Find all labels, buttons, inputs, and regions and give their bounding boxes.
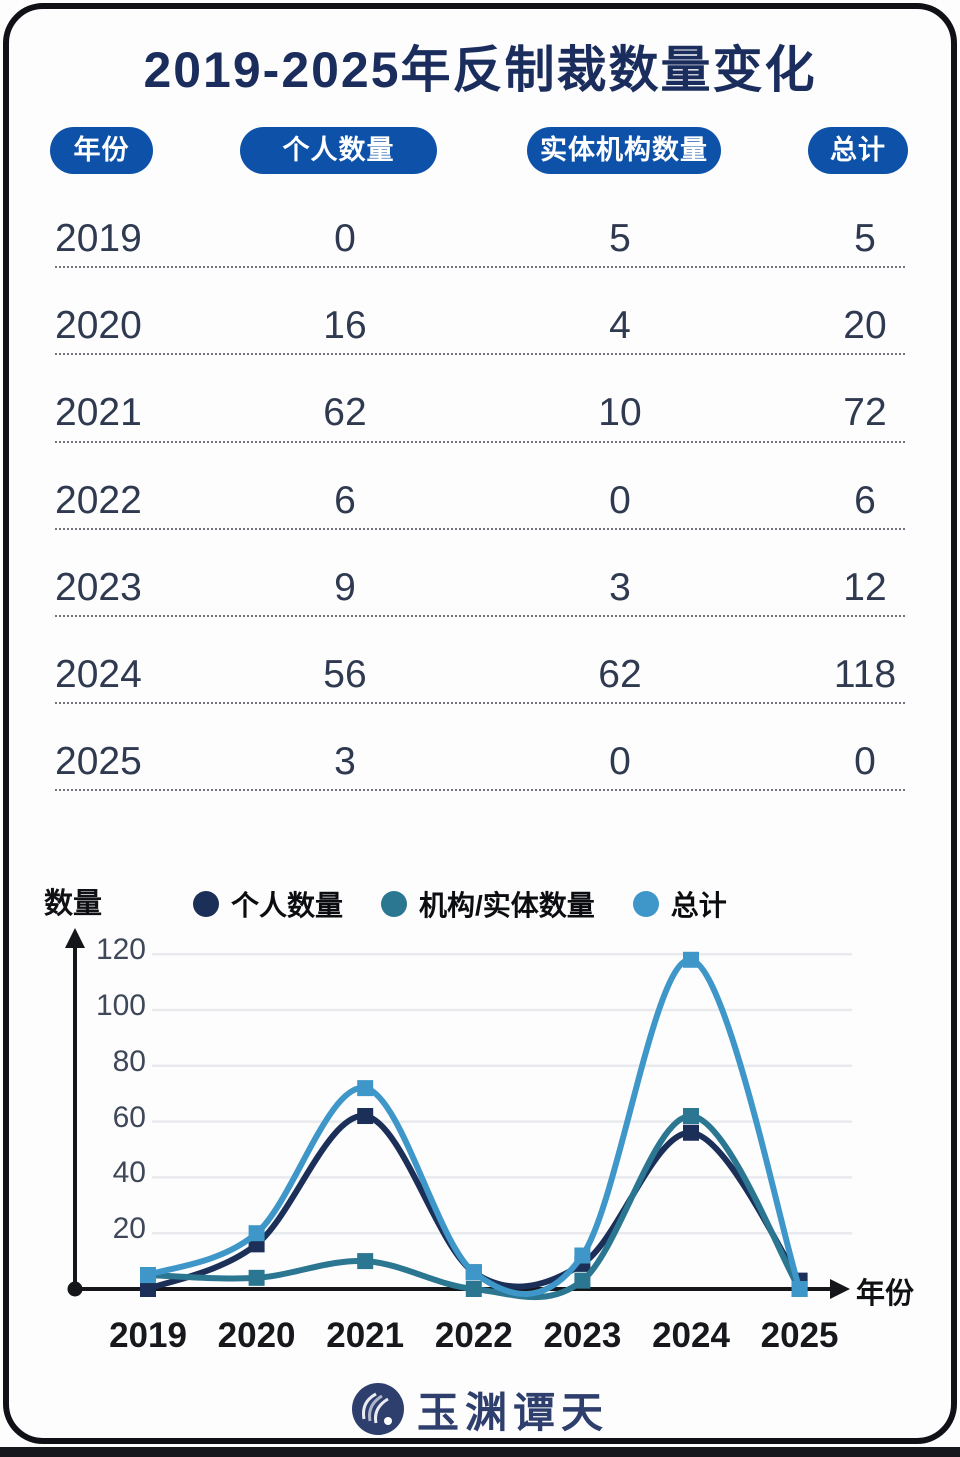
data-point-marker bbox=[140, 1267, 156, 1284]
y-tick-label: 120 bbox=[95, 933, 146, 967]
table-cell: 0 bbox=[609, 740, 631, 784]
table-body: 2019 0 5 5 2020 16 4 20 2021 62 10 72 2022 6 0 6 2023 9 3 1… bbox=[55, 181, 905, 792]
y-tick-label: 100 bbox=[95, 989, 146, 1022]
col-header-year: 年份 bbox=[50, 127, 153, 174]
x-tick-label: 2025 bbox=[760, 1316, 839, 1355]
data-point-marker bbox=[574, 1247, 591, 1264]
table-cell: 12 bbox=[843, 565, 887, 609]
legend-label: 个人数量 bbox=[231, 890, 344, 921]
table-row: 2019 0 5 5 bbox=[55, 181, 905, 269]
y-tick-label: 40 bbox=[112, 1156, 146, 1190]
x-tick-label: 2019 bbox=[109, 1316, 187, 1355]
y-tick-label: 80 bbox=[112, 1044, 146, 1078]
table-cell: 10 bbox=[598, 391, 642, 435]
data-point-marker bbox=[357, 1253, 374, 1270]
table-cell: 6 bbox=[854, 478, 876, 522]
table-cell: 0 bbox=[609, 478, 631, 522]
data-point-marker bbox=[248, 1236, 265, 1253]
series-line bbox=[146, 1112, 803, 1292]
series-line bbox=[146, 956, 803, 1297]
table-cell: 62 bbox=[323, 391, 367, 435]
table-row: 2022 6 0 6 bbox=[55, 443, 905, 530]
data-point-marker bbox=[357, 1108, 374, 1125]
col-header-entities: 实体机构数量 bbox=[527, 127, 721, 174]
page-title: 2019-2025年反制裁数量变化 bbox=[143, 42, 817, 98]
origin-dot bbox=[67, 1281, 83, 1297]
table-cell: 2019 bbox=[55, 217, 142, 260]
legend-label: 机构/实体数量 bbox=[419, 890, 595, 921]
data-point-marker bbox=[140, 1267, 156, 1284]
y-tick-label: 60 bbox=[112, 1100, 146, 1134]
data-point-marker bbox=[791, 1281, 808, 1297]
table-row: 2025 3 0 0 bbox=[55, 704, 905, 792]
data-point-marker bbox=[683, 951, 699, 968]
legend-color-dot bbox=[193, 891, 219, 917]
table-cell: 2020 bbox=[55, 304, 142, 348]
data-point-marker bbox=[791, 1272, 808, 1289]
table-cell: 56 bbox=[323, 652, 367, 696]
brand-logo-icon bbox=[351, 1383, 404, 1435]
bottom-strip bbox=[0, 1447, 960, 1457]
table-cell: 72 bbox=[843, 391, 887, 435]
col-header-total: 总计 bbox=[808, 127, 908, 174]
x-tick-label: 2024 bbox=[652, 1316, 730, 1355]
data-point-marker bbox=[248, 1269, 265, 1286]
table-cell: 2025 bbox=[55, 740, 142, 784]
x-axis-label: 年份 bbox=[856, 1278, 915, 1310]
table-cell: 2021 bbox=[55, 391, 142, 435]
table-row: 2024 56 62 118 bbox=[55, 617, 905, 705]
table-cell: 4 bbox=[609, 304, 631, 348]
brand-logo-text: 玉渊谭天 bbox=[416, 1387, 609, 1437]
table-row: 2023 9 3 12 bbox=[55, 530, 905, 617]
legend-label: 总计 bbox=[670, 890, 727, 921]
table-row: 2020 16 4 20 bbox=[55, 268, 905, 356]
table-cell: 3 bbox=[609, 565, 631, 609]
table-cell: 118 bbox=[833, 652, 897, 696]
data-point-marker bbox=[574, 1272, 591, 1289]
data-point-marker bbox=[465, 1281, 482, 1297]
y-axis-arrow-icon bbox=[65, 928, 85, 948]
table-cell: 0 bbox=[334, 217, 356, 260]
x-tick-label: 2022 bbox=[434, 1316, 513, 1355]
table-cell: 16 bbox=[323, 304, 367, 348]
x-tick-label: 2020 bbox=[217, 1316, 296, 1355]
x-tick-label: 2021 bbox=[326, 1316, 405, 1355]
legend-item: 个人数量 bbox=[193, 884, 343, 924]
data-point-marker bbox=[791, 1281, 808, 1297]
table-cell: 2024 bbox=[55, 652, 142, 696]
table-cell: 2023 bbox=[55, 565, 142, 609]
legend-color-dot bbox=[381, 891, 408, 917]
data-point-marker bbox=[140, 1281, 156, 1297]
data-point-marker bbox=[465, 1264, 482, 1281]
legend-color-dot bbox=[632, 891, 659, 917]
x-tick-label: 2023 bbox=[543, 1316, 622, 1355]
table-cell: 20 bbox=[843, 304, 887, 348]
table-cell: 5 bbox=[854, 217, 876, 260]
x-axis-arrow-icon bbox=[830, 1279, 850, 1299]
data-point-marker bbox=[683, 1108, 699, 1125]
legend-item: 总计 bbox=[632, 884, 727, 924]
data-point-marker bbox=[683, 1124, 699, 1141]
table-cell: 0 bbox=[854, 740, 876, 784]
series-line bbox=[147, 1112, 803, 1301]
table-cell: 5 bbox=[609, 217, 631, 260]
table-cell: 9 bbox=[334, 565, 356, 609]
y-tick-label: 20 bbox=[112, 1212, 146, 1246]
footer-logo: 玉渊谭天 bbox=[0, 1380, 960, 1438]
table-cell: 2022 bbox=[55, 478, 142, 522]
chart-legend: 个人数量 机构/实体数量 总计 bbox=[193, 884, 727, 924]
table-cell: 62 bbox=[598, 652, 642, 696]
data-point-marker bbox=[465, 1264, 482, 1281]
y-axis-label: 数量 bbox=[44, 888, 103, 920]
col-header-individuals: 个人数量 bbox=[240, 127, 437, 174]
table-cell: 6 bbox=[334, 478, 356, 522]
data-point-marker bbox=[574, 1255, 591, 1272]
table-row: 2021 62 10 72 bbox=[55, 355, 905, 443]
data-point-marker bbox=[248, 1225, 265, 1242]
table-cell: 3 bbox=[334, 740, 356, 784]
legend-item: 机构/实体数量 bbox=[381, 884, 595, 924]
data-point-marker bbox=[357, 1080, 374, 1097]
